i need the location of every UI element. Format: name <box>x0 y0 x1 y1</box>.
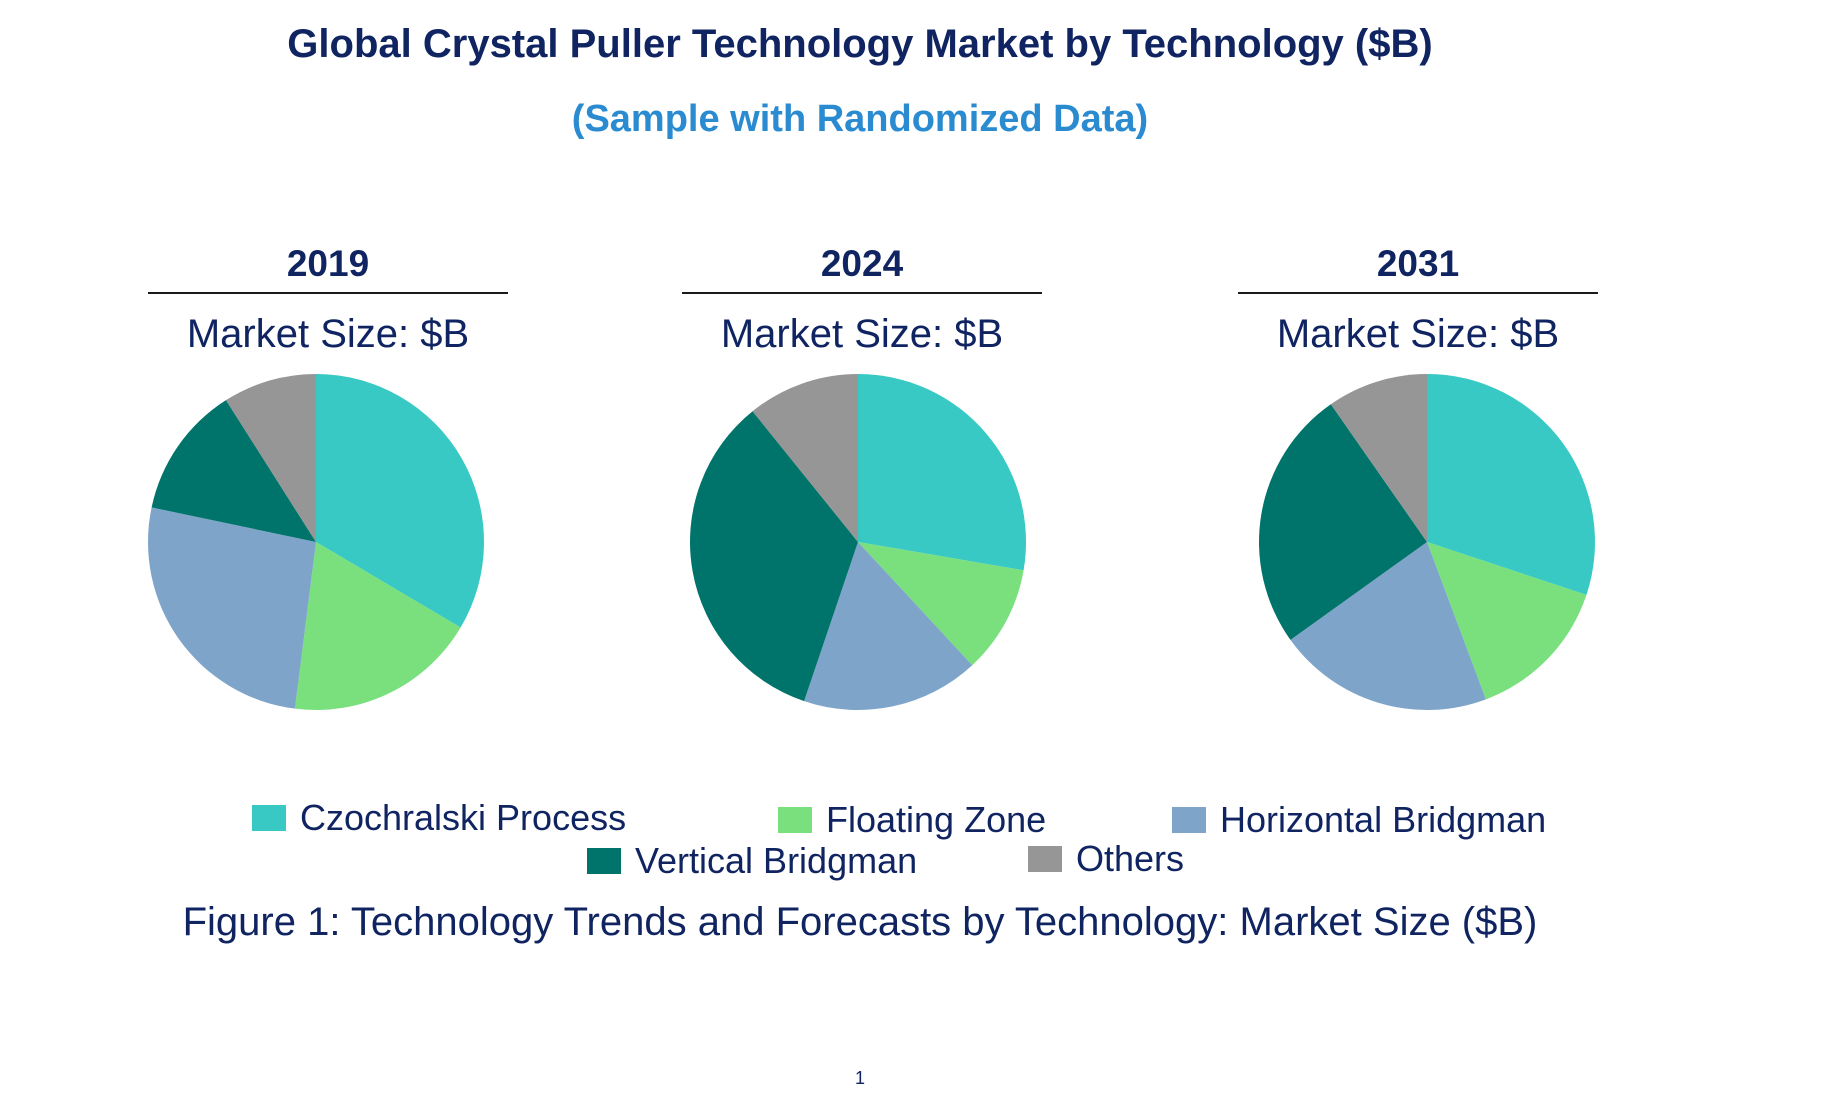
pie-slice-vertical-bridgman <box>1259 404 1427 640</box>
panel-market-size: Market Size: $B <box>1276 312 1560 356</box>
panel-2031: 2031 Market Size: $B <box>1238 240 1598 357</box>
pie-slice-czochralski-process <box>858 374 1027 571</box>
legend-item-czochralski: Czochralski Process <box>252 797 626 839</box>
pie-slice-horizontal-bridgman <box>1290 542 1486 710</box>
legend-swatch <box>1172 807 1206 833</box>
panel-year: 2031 <box>1376 243 1460 284</box>
legend-item-others: Others <box>1028 838 1184 880</box>
chart-subtitle: (Sample with Randomized Data) <box>571 98 1149 140</box>
pie-slice-horizontal-bridgman <box>148 507 316 709</box>
legend-label: Others <box>1076 838 1185 879</box>
legend-swatch <box>252 805 286 831</box>
pie-chart-2031 <box>1259 374 1596 710</box>
panel-divider <box>148 292 508 294</box>
panel-year: 2024 <box>820 243 904 284</box>
legend-swatch <box>587 848 621 874</box>
pie-slice-horizontal-bridgman <box>804 542 973 710</box>
legend-item-horizontal-bridgman: Horizontal Bridgman <box>1172 799 1546 841</box>
legend-swatch <box>778 807 812 833</box>
pie-chart-2024 <box>690 374 1027 710</box>
legend-item-vertical-bridgman: Vertical Bridgman <box>587 840 917 882</box>
panel-divider <box>1238 292 1598 294</box>
pie-slice-vertical-bridgman <box>151 400 316 542</box>
legend-label: Floating Zone <box>826 799 1047 840</box>
panel-2019: 2019 Market Size: $B <box>148 240 508 357</box>
legend-swatch <box>1028 846 1062 872</box>
pie-slice-vertical-bridgman <box>690 411 858 702</box>
page-number: 1 <box>854 1068 865 1088</box>
legend-label: Vertical Bridgman <box>635 840 918 881</box>
pie-slice-czochralski-process <box>316 374 484 628</box>
panel-divider <box>682 292 1042 294</box>
pie-slice-others <box>225 374 316 542</box>
pie-slice-floating-zone <box>294 542 461 711</box>
panel-market-size: Market Size: $B <box>720 312 1004 356</box>
figure-caption: Figure 1: Technology Trends and Forecast… <box>182 900 1538 944</box>
legend-label: Czochralski Process <box>300 797 627 838</box>
legend-item-floating-zone: Floating Zone <box>778 799 1046 841</box>
panel-year: 2019 <box>286 243 370 284</box>
pie-slice-floating-zone <box>858 542 1024 666</box>
pie-slice-others <box>752 374 858 542</box>
panel-market-size: Market Size: $B <box>186 312 470 356</box>
pie-slice-floating-zone <box>1427 542 1587 700</box>
pie-chart-2019 <box>148 374 484 711</box>
panel-2024: 2024 Market Size: $B <box>682 240 1042 357</box>
legend-label: Horizontal Bridgman <box>1220 799 1547 840</box>
pie-slice-czochralski-process <box>1427 374 1596 595</box>
chart-title: Global Crystal Puller Technology Market … <box>287 22 1433 66</box>
pie-slice-others <box>1330 374 1427 542</box>
